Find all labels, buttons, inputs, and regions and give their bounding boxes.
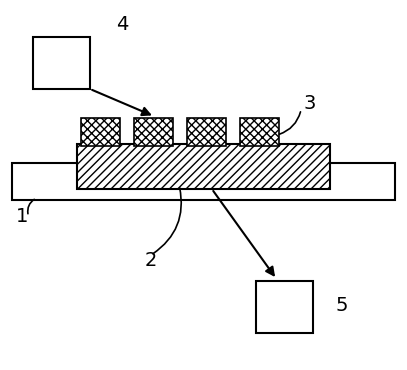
- Bar: [240, 118, 279, 146]
- Text: 2: 2: [144, 251, 157, 270]
- Text: 5: 5: [336, 296, 348, 315]
- Bar: [81, 118, 120, 146]
- Bar: [77, 144, 330, 189]
- Text: 1: 1: [16, 207, 28, 226]
- Text: 4: 4: [116, 14, 128, 34]
- Text: 3: 3: [303, 94, 315, 113]
- Bar: [256, 281, 313, 333]
- Bar: [187, 118, 226, 146]
- Bar: [33, 37, 90, 89]
- Bar: [134, 118, 173, 146]
- Bar: [12, 163, 395, 200]
